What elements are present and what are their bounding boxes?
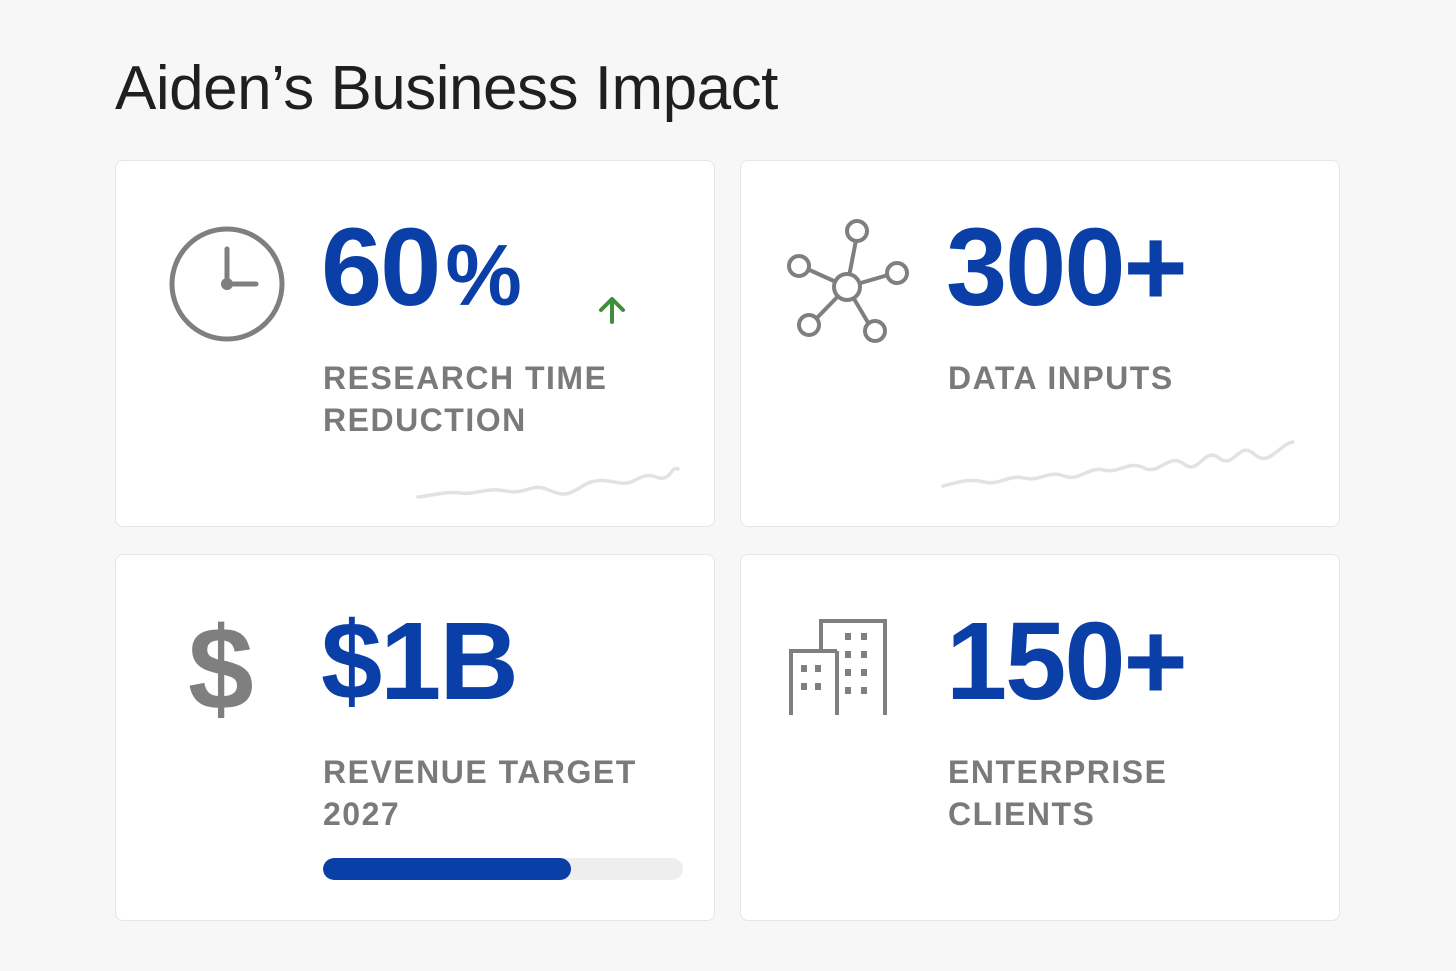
enterprise-clients-label-line1: ENTERPRISE: [948, 754, 1168, 790]
data-inputs-sparkline: [941, 440, 1295, 488]
revenue-target-card: $ $1B REVENUE TARGET 2027: [115, 554, 715, 921]
revenue-target-label-line2: 2027: [323, 796, 401, 832]
research-time-label-line2: REDUCTION: [323, 402, 527, 438]
revenue-target-value: $1B: [321, 600, 519, 723]
data-inputs-card: 300+ DATA INPUTS: [740, 160, 1340, 527]
research-time-card: 60% RESEARCH TIME REDUCTION: [115, 160, 715, 527]
research-sparkline: [416, 466, 680, 499]
research-time-label-line1: RESEARCH TIME: [323, 360, 608, 396]
buildings-icon: [789, 619, 889, 717]
percent-sign: %: [445, 228, 521, 324]
revenue-progress-fill: [323, 858, 572, 880]
data-inputs-value: 300+: [946, 206, 1188, 329]
revenue-target-label: REVENUE TARGET 2027: [323, 751, 637, 835]
clock-icon: [168, 225, 286, 343]
enterprise-clients-value: 150+: [946, 600, 1188, 723]
data-inputs-label: DATA INPUTS: [948, 357, 1174, 399]
enterprise-clients-label: ENTERPRISE CLIENTS: [948, 751, 1167, 835]
enterprise-clients-card: 150+ ENTERPRISE CLIENTS: [740, 554, 1340, 921]
research-time-number: 60: [321, 206, 441, 329]
research-time-value: 60%: [321, 213, 522, 324]
data-inputs-label-line1: DATA INPUTS: [948, 360, 1174, 396]
network-icon: [787, 219, 911, 343]
page-title: Aiden’s Business Impact: [115, 54, 778, 123]
revenue-progress-bar: [323, 858, 683, 880]
dollar-icon: $: [188, 603, 254, 735]
arrow-up-icon: [596, 295, 628, 325]
enterprise-clients-label-line2: CLIENTS: [948, 796, 1096, 832]
research-time-label: RESEARCH TIME REDUCTION: [323, 357, 607, 441]
revenue-target-label-line1: REVENUE TARGET: [323, 754, 637, 790]
